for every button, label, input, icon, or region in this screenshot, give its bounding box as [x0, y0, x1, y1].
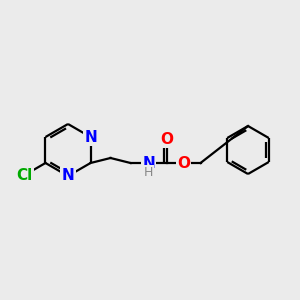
Text: N: N: [61, 169, 74, 184]
Text: O: O: [177, 155, 190, 170]
Text: N: N: [142, 155, 155, 170]
Text: H: H: [144, 166, 153, 178]
Text: Cl: Cl: [16, 167, 33, 182]
Text: O: O: [160, 131, 173, 146]
Text: N: N: [84, 130, 97, 145]
